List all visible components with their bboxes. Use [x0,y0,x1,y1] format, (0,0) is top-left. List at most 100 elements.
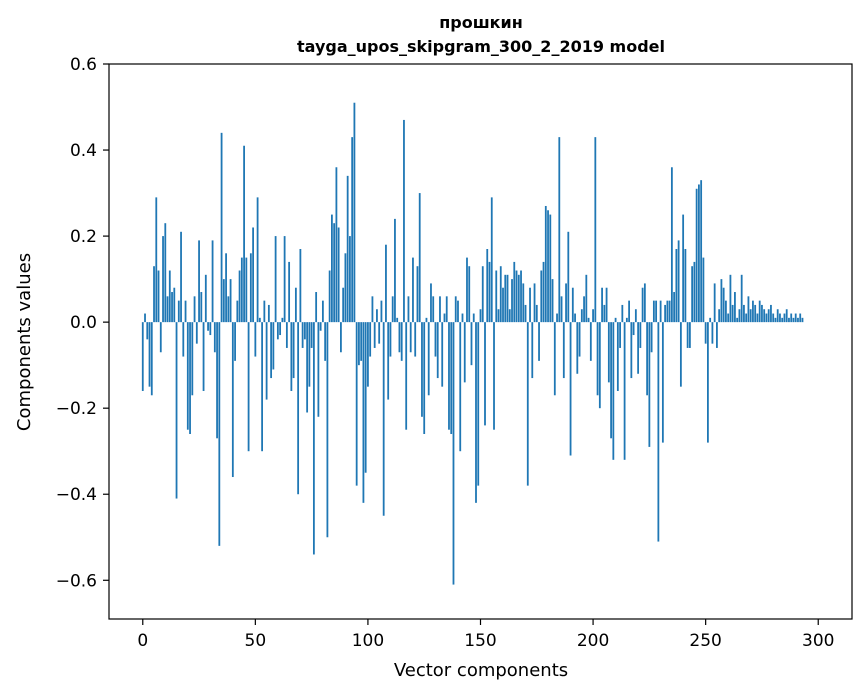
bar-285 [783,313,786,323]
bar-196 [583,296,585,323]
bar-4 [150,322,153,396]
bar-170 [524,304,527,323]
bar-8 [159,322,162,353]
bar-290 [794,313,797,323]
bar-277 [765,313,768,323]
bar-135 [445,296,448,323]
bar-61 [279,322,282,336]
y-tick-label: −0.6 [56,571,97,591]
bar-28 [204,274,207,323]
bar-236 [673,292,676,323]
bar-38 [227,296,230,323]
bar-254 [713,283,716,323]
bar-233 [666,300,669,323]
bar-145 [468,266,471,323]
bar-128 [430,283,432,323]
bar-167 [517,274,520,323]
bar-229 [657,322,660,542]
bar-42 [236,300,239,323]
bar-169 [522,283,525,323]
bar-202 [596,322,599,396]
bar-76 [312,322,315,555]
bar-217 [630,322,633,379]
bar-70 [299,249,302,323]
bar-65 [288,261,291,323]
bar-49 [252,227,254,323]
bar-220 [637,322,640,374]
bar-112 [394,218,396,323]
bar-216 [628,300,630,323]
bar-121 [414,322,417,357]
bar-212 [619,322,621,348]
bar-241 [684,249,687,323]
bar-41 [234,322,236,361]
bar-74 [308,322,311,387]
bar-24 [195,322,198,344]
bar-291 [797,317,799,323]
bar-130 [434,322,437,357]
bar-265 [738,309,741,323]
bar-163 [508,309,511,323]
bar-278 [767,309,770,323]
bar-10 [164,223,167,323]
bar-80 [321,300,324,323]
bar-153 [486,249,489,323]
bar-262 [731,304,734,323]
bar-214 [623,322,626,460]
bar-91 [346,175,349,323]
bar-87 [337,227,340,323]
bar-29 [207,322,209,331]
bar-211 [616,322,619,391]
y-axis-label: Components values [14,253,35,431]
bar-204 [601,287,603,323]
y-axis: −0.6 −0.4 −0.2 0.0 0.2 0.4 0.6 [56,55,109,591]
bar-48 [249,253,252,323]
bar-252 [709,317,712,323]
bar-177 [540,270,543,323]
bar-157 [495,270,498,323]
bar-68 [294,287,297,323]
bar-46 [245,257,248,323]
bar-40 [231,322,234,478]
bar-251 [707,322,709,443]
bar-51 [256,197,259,323]
bar-276 [763,309,766,323]
bar-230 [659,300,662,323]
bar-30 [209,322,212,336]
bar-190 [569,322,572,456]
bar-281 [774,317,777,323]
bar-12 [168,270,171,323]
bar-142 [461,313,464,323]
bar-224 [646,322,649,396]
bar-82 [326,322,329,538]
bar-7 [157,270,160,323]
bar-292 [799,313,802,323]
bar-188 [565,283,567,323]
bar-57 [270,322,273,379]
bar-54 [263,300,266,323]
bar-83 [328,270,331,323]
bar-27 [202,322,205,391]
bar-239 [679,322,682,387]
bar-159 [499,266,502,323]
bar-247 [698,184,700,323]
bar-223 [643,283,646,323]
x-tick-label: 50 [245,631,267,651]
bar-120 [412,257,414,323]
chart-title: прошкин [439,13,523,32]
bar-283 [779,313,781,323]
bar-111 [391,296,394,323]
bar-50 [254,322,257,357]
bar-232 [664,304,667,323]
bar-93 [351,137,354,323]
bar-79 [319,322,322,331]
bar-85 [333,223,336,323]
bar-124 [421,322,423,417]
bar-43 [238,270,241,323]
bar-268 [745,313,748,323]
bar-119 [409,322,412,353]
bar-117 [405,322,408,430]
bar-244 [691,266,694,323]
bar-19 [184,300,187,323]
bar-56 [267,304,270,323]
